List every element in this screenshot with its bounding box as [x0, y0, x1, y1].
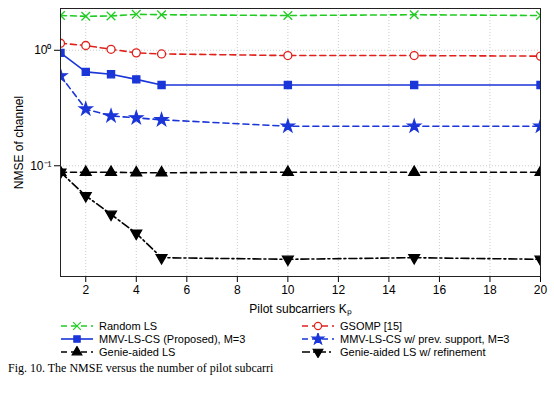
svg-text:NMSE of channel: NMSE of channel — [12, 96, 26, 189]
svg-text:6: 6 — [183, 283, 190, 297]
svg-text:10⁰: 10⁰ — [34, 43, 51, 57]
html-text:MMV-LS-CS w/ prev. support, M=: MMV-LS-CS w/ prev. support, M=3 — [340, 333, 510, 345]
svg-text:16: 16 — [433, 283, 447, 297]
svg-text:8: 8 — [234, 283, 241, 297]
svg-text:14: 14 — [382, 283, 396, 297]
svg-text:2: 2 — [82, 283, 89, 297]
svg-text:20: 20 — [534, 283, 548, 297]
html-text:Genie-aided LS w/ refinement: Genie-aided LS w/ refinement — [340, 346, 486, 358]
html-text:Genie-aided LS: Genie-aided LS — [99, 346, 176, 358]
svg-text:4: 4 — [133, 283, 140, 297]
html-text:Fig. 10. The NMSE versus the n: Fig. 10. The NMSE versus the number of p… — [8, 361, 274, 375]
svg-text:18: 18 — [483, 283, 497, 297]
svg-text:Pilot subcarriers Kₚ: Pilot subcarriers Kₚ — [249, 302, 351, 316]
svg-text:10: 10 — [281, 283, 295, 297]
svg-text:10⁻¹: 10⁻¹ — [30, 159, 51, 173]
html-text:Random LS: Random LS — [99, 320, 158, 332]
svg-text:12: 12 — [332, 283, 346, 297]
html-text:GSOMP [15]: GSOMP [15] — [340, 320, 403, 332]
html-text:MMV-LS-CS (Proposed), M=3: MMV-LS-CS (Proposed), M=3 — [99, 333, 246, 345]
